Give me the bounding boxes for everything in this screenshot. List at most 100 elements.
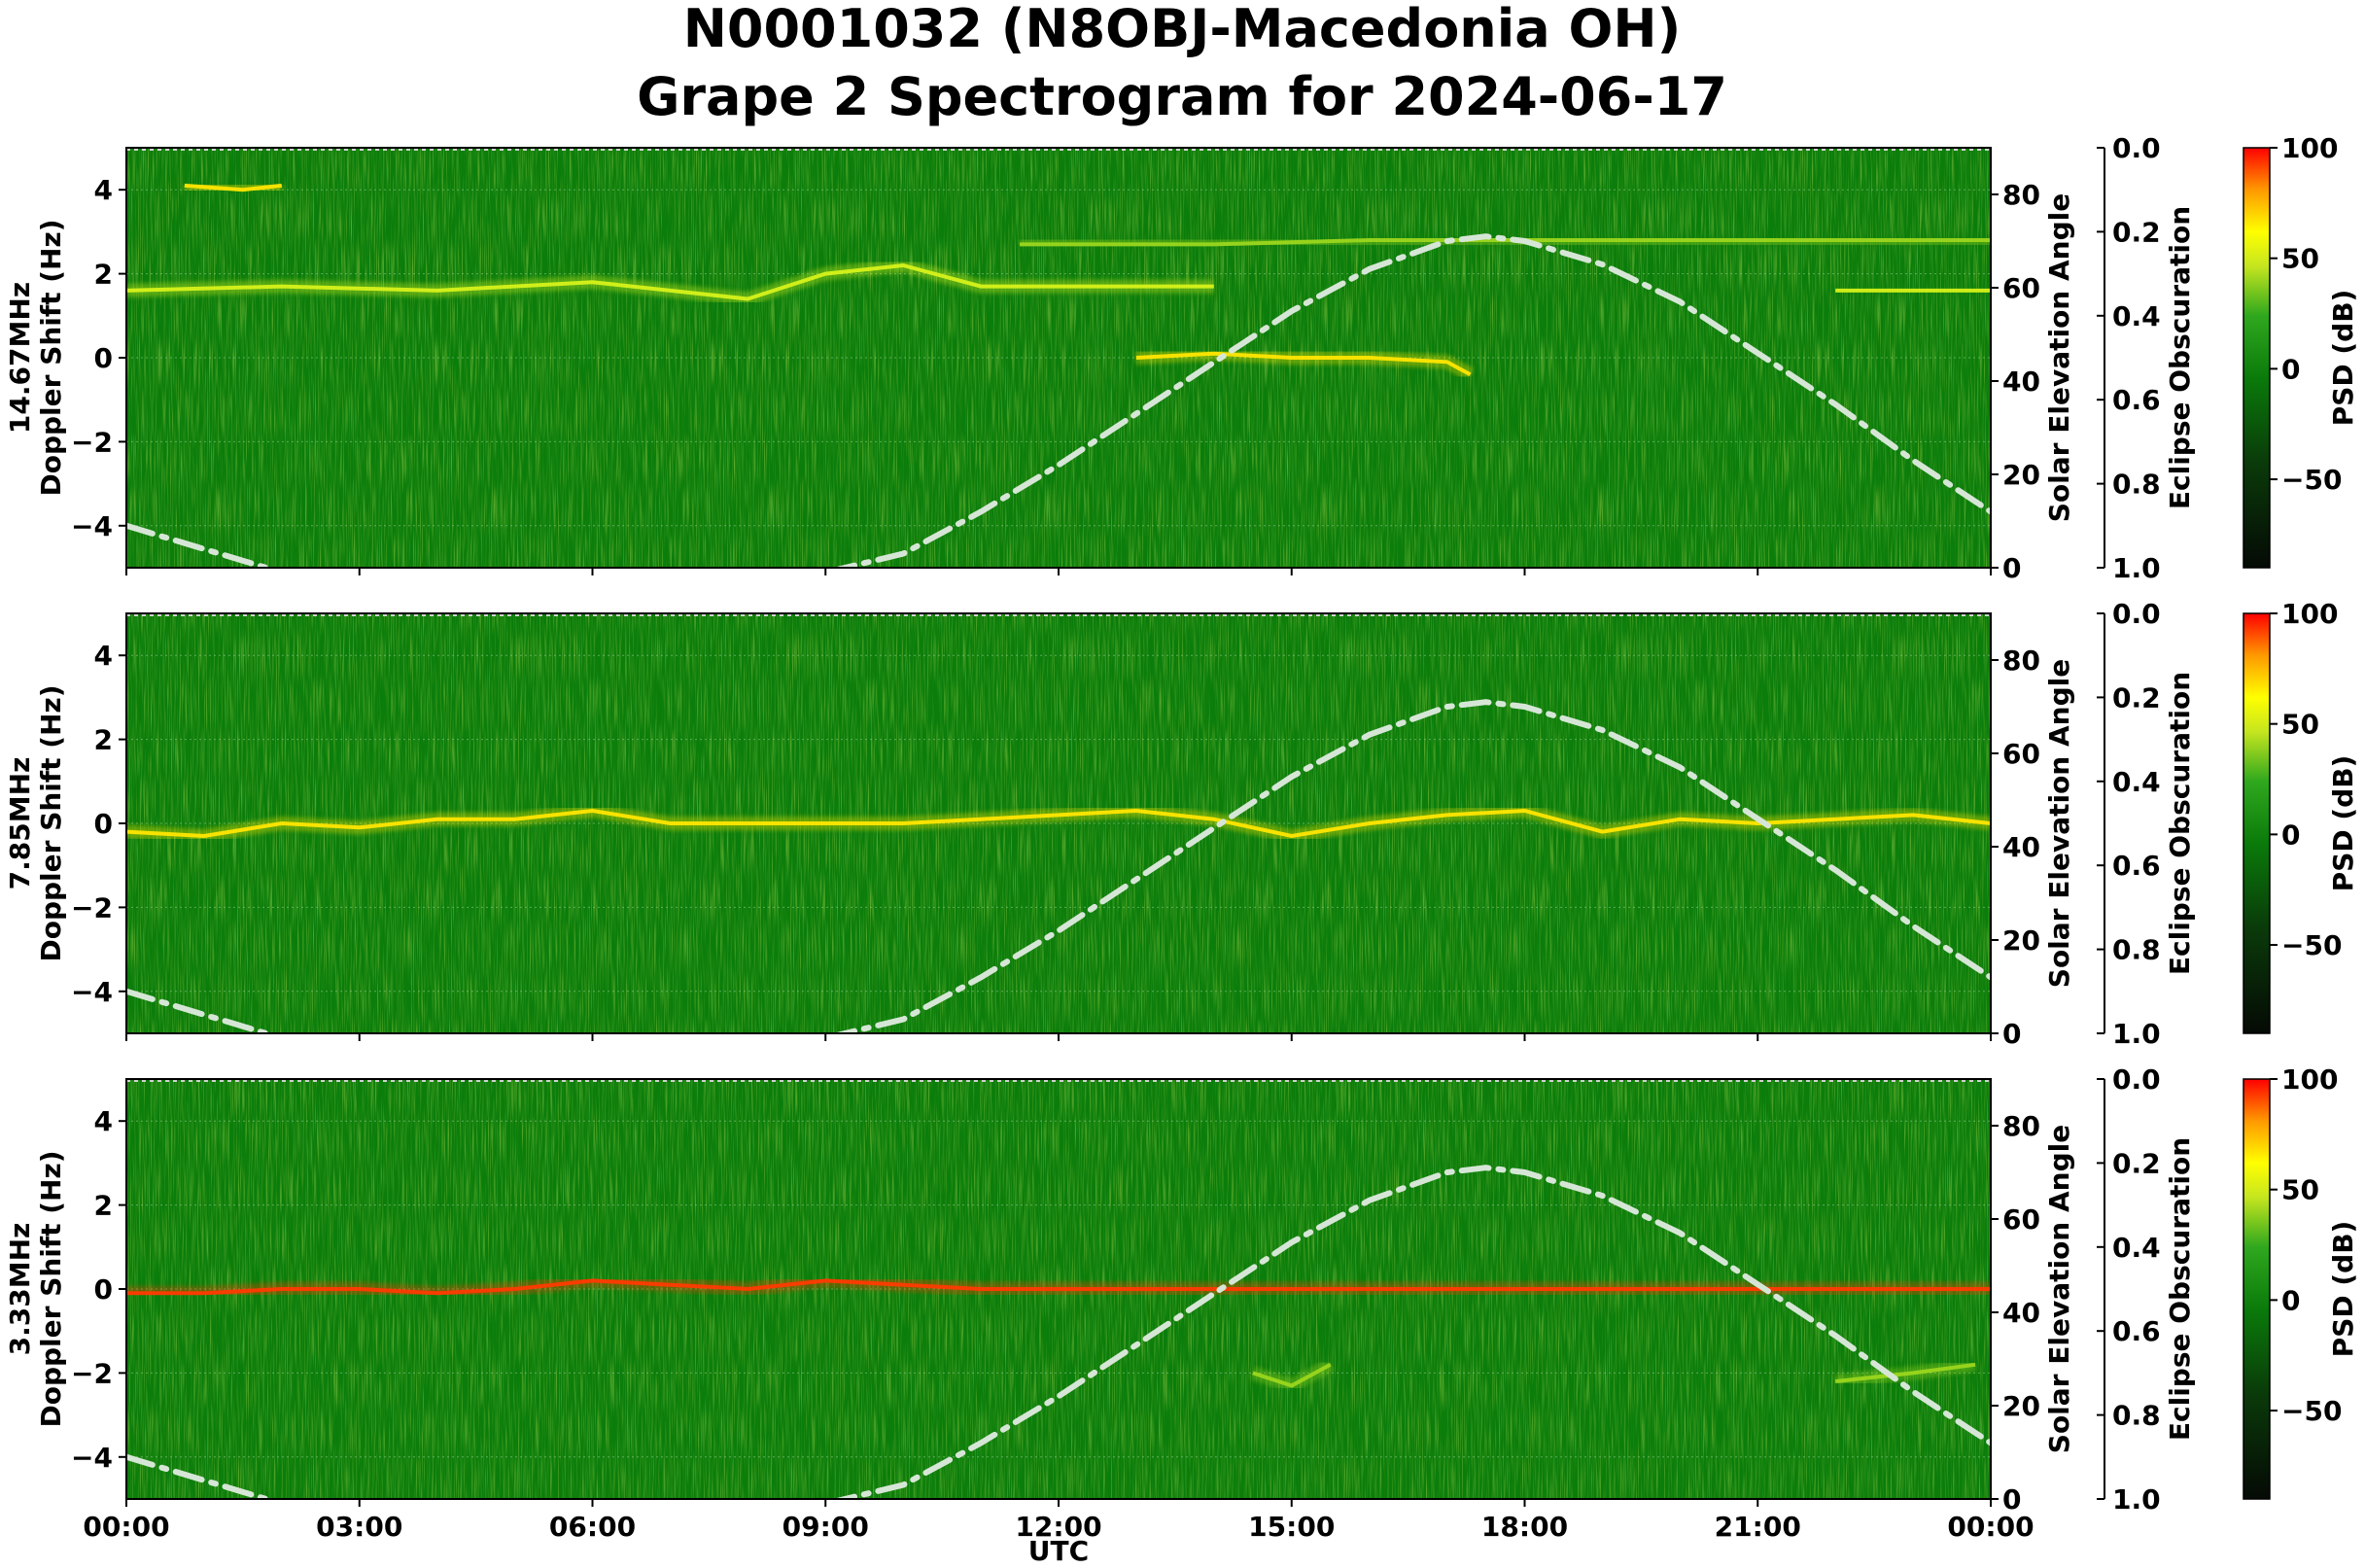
x-tick-label: 21:00 <box>1715 1511 1801 1543</box>
colorbar-label: PSD (dB) <box>2327 755 2359 892</box>
eclipse-tick-label: 0.2 <box>2112 681 2161 714</box>
solar-tick-label: 80 <box>2002 645 2040 677</box>
colorbar-tick-label: 50 <box>2281 709 2319 741</box>
x-tick-label: 09:00 <box>783 1511 869 1543</box>
solar-tick-label: 60 <box>2002 738 2040 770</box>
x-tick-label: 00:00 <box>1947 1511 2034 1543</box>
colorbar-tick-label: −50 <box>2281 464 2342 496</box>
x-tick-label: 15:00 <box>1248 1511 1335 1543</box>
eclipse-tick-label: 0.0 <box>2112 1063 2161 1096</box>
carrier-trace <box>1252 1363 1332 1388</box>
eclipse-tick-label: 0.2 <box>2112 216 2161 248</box>
colorbar-tick-label: 100 <box>2281 1063 2338 1096</box>
carrier-trace <box>126 808 1991 839</box>
solar-axis-label: Solar Elevation Angle <box>2043 659 2075 988</box>
y-tick-label: −4 <box>71 1442 113 1474</box>
solar-tick-label: 0 <box>2002 1483 2021 1516</box>
x-tick-label: 03:00 <box>316 1511 402 1543</box>
y-axis-label: Doppler Shift (Hz) <box>35 684 67 961</box>
solar-tick-label: 20 <box>2002 459 2040 491</box>
solar-tick-label: 20 <box>2002 924 2040 957</box>
plot-area <box>126 148 1991 568</box>
solar-elevation-curve <box>126 699 1991 1033</box>
colorbar-tick-label: 0 <box>2281 353 2300 385</box>
y-tick-label: −2 <box>71 891 113 923</box>
eclipse-tick-label: 0.0 <box>2112 598 2161 630</box>
y-tick-label: 2 <box>94 1190 113 1222</box>
x-tick-label: 18:00 <box>1481 1511 1568 1543</box>
eclipse-tick-label: 0.4 <box>2112 766 2161 798</box>
eclipse-tick-label: 1.0 <box>2112 1483 2161 1516</box>
solar-tick-label: 40 <box>2002 831 2040 863</box>
y-tick-label: −2 <box>71 1357 113 1389</box>
eclipse-tick-label: 0.8 <box>2112 469 2161 501</box>
eclipse-tick-label: 0.4 <box>2112 300 2161 332</box>
carrier-trace <box>184 183 283 192</box>
colorbar-tick-label: 0 <box>2281 819 2300 851</box>
solar-tick-label: 20 <box>2002 1390 2040 1422</box>
eclipse-axis-label: Eclipse Obscuration <box>2164 672 2196 975</box>
y-axis-label: Doppler Shift (Hz) <box>35 1150 67 1427</box>
panel-1: 420−2−414.67MHz Doppler Shift (Hz)0204060… <box>4 132 2359 584</box>
eclipse-tick-label: 0.2 <box>2112 1147 2161 1179</box>
frequency-label: 7.85MHz <box>4 757 36 890</box>
x-tick-label: 00:00 <box>83 1511 169 1543</box>
y-tick-label: −2 <box>71 426 113 458</box>
y-tick-label: −4 <box>71 976 113 1008</box>
panels-group: 420−2−414.67MHz Doppler Shift (Hz)0204060… <box>4 132 2359 1543</box>
carrier-trace <box>126 262 1214 301</box>
y-tick-label: 4 <box>94 640 113 672</box>
plot-area <box>126 613 1991 1033</box>
y-tick-label: 2 <box>94 259 113 291</box>
eclipse-tick-label: 0.4 <box>2112 1232 2161 1264</box>
solar-elevation-curve <box>126 233 1991 568</box>
eclipse-tick-label: 0.6 <box>2112 384 2161 416</box>
y-tick-label: 4 <box>94 1105 113 1137</box>
y-tick-label: 4 <box>94 174 113 206</box>
plot-area <box>126 1079 1991 1499</box>
solar-tick-label: 80 <box>2002 179 2040 211</box>
x-tick-label: 12:00 <box>1015 1511 1101 1543</box>
eclipse-tick-label: 0.8 <box>2112 1400 2161 1432</box>
y-axis-label: Doppler Shift (Hz) <box>35 219 67 496</box>
colorbar-label: PSD (dB) <box>2327 1221 2359 1358</box>
x-axis-label: UTC <box>1028 1535 1089 1567</box>
solar-tick-label: 80 <box>2002 1110 2040 1142</box>
y-tick-label: 0 <box>94 1273 113 1306</box>
colorbar-tick-label: 50 <box>2281 1174 2319 1206</box>
solar-elevation-curve <box>126 1165 1991 1499</box>
carrier-trace <box>1135 351 1472 377</box>
y-tick-label: −4 <box>71 510 113 542</box>
eclipse-tick-label: 0.8 <box>2112 934 2161 966</box>
solar-tick-label: 40 <box>2002 366 2040 398</box>
y-tick-label: 0 <box>94 342 113 374</box>
solar-axis-label: Solar Elevation Angle <box>2043 1125 2075 1453</box>
solar-tick-label: 40 <box>2002 1297 2040 1329</box>
colorbar-tick-label: 100 <box>2281 598 2338 630</box>
colorbar-tick-label: −50 <box>2281 1395 2342 1427</box>
colorbar-tick-label: −50 <box>2281 929 2342 961</box>
noise-texture <box>126 148 1991 568</box>
panel-3: 420−2−43.33MHz Doppler Shift (Hz)02040608… <box>4 1063 2359 1543</box>
eclipse-axis-label: Eclipse Obscuration <box>2164 1137 2196 1441</box>
eclipse-tick-label: 0.0 <box>2112 132 2161 164</box>
frequency-label: 14.67MHz <box>4 282 36 434</box>
panel-2: 420−2−47.85MHz Doppler Shift (Hz)02040608… <box>4 598 2359 1050</box>
colorbar-tick-label: 50 <box>2281 243 2319 275</box>
frequency-label: 3.33MHz <box>4 1223 36 1356</box>
solar-tick-label: 60 <box>2002 1203 2040 1236</box>
eclipse-tick-label: 0.6 <box>2112 1315 2161 1347</box>
colorbar <box>2243 147 2271 569</box>
solar-tick-label: 0 <box>2002 1018 2021 1050</box>
carrier-trace <box>1834 1362 1976 1383</box>
solar-tick-label: 60 <box>2002 272 2040 304</box>
colorbar <box>2243 1078 2271 1500</box>
y-tick-label: 0 <box>94 808 113 840</box>
eclipse-tick-label: 1.0 <box>2112 1018 2161 1050</box>
colorbar-tick-label: 100 <box>2281 132 2338 164</box>
colorbar-label: PSD (dB) <box>2327 290 2359 427</box>
eclipse-tick-label: 0.6 <box>2112 850 2161 882</box>
eclipse-tick-label: 1.0 <box>2112 552 2161 584</box>
colorbar-tick-label: 0 <box>2281 1284 2300 1316</box>
